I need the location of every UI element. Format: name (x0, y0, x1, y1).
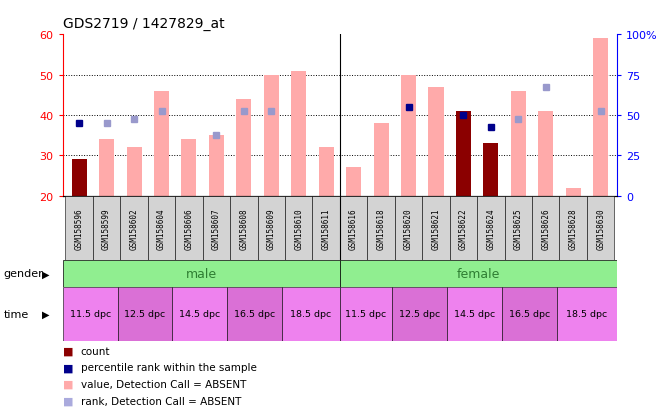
Bar (340, 196, 368, 260)
Text: ■: ■ (63, 363, 73, 373)
Text: value, Detection Call = ABSENT: value, Detection Call = ABSENT (81, 379, 246, 389)
Text: ▶: ▶ (42, 309, 49, 319)
Bar (93, 196, 120, 260)
Text: count: count (81, 346, 110, 356)
Text: GSM158599: GSM158599 (102, 207, 111, 249)
Text: GSM158610: GSM158610 (294, 207, 303, 249)
Text: 18.5 dpc: 18.5 dpc (566, 309, 608, 318)
Text: GSM158622: GSM158622 (459, 207, 468, 249)
Bar (422, 196, 449, 260)
Bar (312, 196, 340, 260)
Text: ▶: ▶ (42, 268, 49, 279)
Text: 16.5 dpc: 16.5 dpc (234, 309, 275, 318)
Bar (483, 144, 498, 196)
Bar (447, 287, 502, 341)
Bar (532, 196, 560, 260)
Text: 14.5 dpc: 14.5 dpc (454, 309, 495, 318)
Bar (587, 196, 614, 260)
Text: GSM158607: GSM158607 (212, 207, 221, 249)
Bar (264, 75, 279, 196)
Bar (560, 196, 587, 260)
Bar (511, 91, 526, 196)
Text: GSM158621: GSM158621 (432, 207, 440, 249)
Bar (557, 287, 617, 341)
Bar (477, 196, 505, 260)
Bar (127, 148, 142, 196)
Bar (368, 196, 395, 260)
Text: female: female (457, 267, 500, 280)
Text: 14.5 dpc: 14.5 dpc (180, 309, 220, 318)
Bar (395, 196, 422, 260)
Bar (228, 287, 282, 341)
Bar (456, 112, 471, 196)
Bar (63, 260, 340, 287)
Bar (340, 260, 617, 287)
Text: GSM158625: GSM158625 (513, 207, 523, 249)
Bar (154, 91, 169, 196)
Bar (72, 160, 86, 196)
Text: GSM158602: GSM158602 (129, 207, 139, 249)
Bar (285, 196, 312, 260)
Bar (120, 196, 148, 260)
Text: GSM158620: GSM158620 (404, 207, 413, 249)
Bar (502, 287, 557, 341)
Bar (538, 112, 553, 196)
Bar (65, 196, 93, 260)
Text: GSM158630: GSM158630 (596, 207, 605, 249)
Bar (172, 287, 228, 341)
Text: male: male (185, 267, 217, 280)
Text: GSM158628: GSM158628 (569, 207, 578, 249)
Bar (374, 124, 389, 196)
Bar (346, 168, 361, 196)
Text: 16.5 dpc: 16.5 dpc (509, 309, 550, 318)
Text: GSM158616: GSM158616 (349, 207, 358, 249)
Text: GSM158604: GSM158604 (157, 207, 166, 249)
Text: GDS2719 / 1427829_at: GDS2719 / 1427829_at (63, 17, 224, 31)
Text: ■: ■ (63, 396, 73, 406)
Text: GSM158609: GSM158609 (267, 207, 276, 249)
Bar (99, 140, 114, 196)
Text: GSM158626: GSM158626 (541, 207, 550, 249)
Text: time: time (3, 309, 28, 319)
Bar (203, 196, 230, 260)
Bar (401, 75, 416, 196)
Text: GSM158608: GSM158608 (240, 207, 248, 249)
Bar (257, 196, 285, 260)
Bar (209, 136, 224, 196)
Text: 18.5 dpc: 18.5 dpc (290, 309, 332, 318)
Bar (428, 88, 444, 196)
Text: percentile rank within the sample: percentile rank within the sample (81, 363, 256, 373)
Bar (319, 148, 334, 196)
Text: gender: gender (3, 268, 43, 279)
Bar (236, 100, 251, 196)
Text: 12.5 dpc: 12.5 dpc (125, 309, 166, 318)
Bar (392, 287, 447, 341)
Bar (63, 287, 117, 341)
Bar (117, 287, 172, 341)
Text: GSM158611: GSM158611 (321, 207, 331, 249)
Text: GSM158596: GSM158596 (75, 207, 84, 249)
Bar (566, 188, 581, 196)
Text: ■: ■ (63, 346, 73, 356)
Bar (593, 39, 608, 196)
Text: ■: ■ (63, 379, 73, 389)
Text: GSM158606: GSM158606 (184, 207, 193, 249)
Bar (148, 196, 175, 260)
Text: 11.5 dpc: 11.5 dpc (345, 309, 387, 318)
Bar (340, 287, 392, 341)
Bar (182, 140, 197, 196)
Bar (449, 196, 477, 260)
Bar (291, 71, 306, 196)
Bar (505, 196, 532, 260)
Text: GSM158618: GSM158618 (377, 207, 385, 249)
Text: 12.5 dpc: 12.5 dpc (399, 309, 440, 318)
Text: GSM158624: GSM158624 (486, 207, 496, 249)
Text: rank, Detection Call = ABSENT: rank, Detection Call = ABSENT (81, 396, 241, 406)
Bar (282, 287, 340, 341)
Bar (230, 196, 257, 260)
Text: 11.5 dpc: 11.5 dpc (69, 309, 111, 318)
Bar (175, 196, 203, 260)
